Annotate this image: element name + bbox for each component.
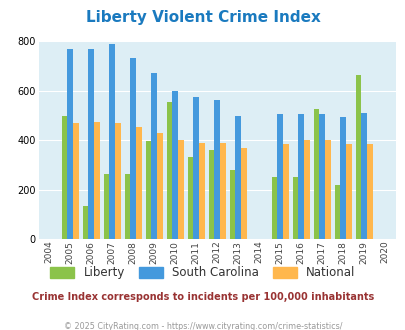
Bar <box>67 49 73 239</box>
Bar <box>235 116 241 239</box>
Bar <box>94 122 99 239</box>
Bar <box>214 100 220 239</box>
Bar <box>130 58 136 239</box>
Bar <box>73 123 79 239</box>
Bar <box>157 133 162 239</box>
Bar <box>151 74 157 239</box>
Bar <box>82 206 88 239</box>
Bar <box>319 114 324 239</box>
Bar <box>177 140 183 239</box>
Bar <box>88 49 94 239</box>
Text: Liberty Violent Crime Index: Liberty Violent Crime Index <box>85 10 320 25</box>
Bar <box>360 113 366 239</box>
Bar <box>324 140 330 239</box>
Bar <box>366 144 372 239</box>
Bar <box>340 117 345 239</box>
Bar <box>109 44 115 239</box>
Legend: Liberty, South Carolina, National: Liberty, South Carolina, National <box>46 262 359 284</box>
Bar <box>193 97 198 239</box>
Text: Crime Index corresponds to incidents per 100,000 inhabitants: Crime Index corresponds to incidents per… <box>32 292 373 302</box>
Bar <box>271 177 277 239</box>
Bar <box>172 91 177 239</box>
Text: © 2025 CityRating.com - https://www.cityrating.com/crime-statistics/: © 2025 CityRating.com - https://www.city… <box>64 322 341 330</box>
Bar <box>62 115 67 239</box>
Bar <box>345 144 351 239</box>
Bar <box>282 144 288 239</box>
Bar <box>220 143 225 239</box>
Bar <box>229 170 235 239</box>
Bar <box>292 177 298 239</box>
Bar <box>103 174 109 239</box>
Bar <box>145 141 151 239</box>
Bar <box>241 148 246 239</box>
Bar <box>124 174 130 239</box>
Bar <box>136 127 141 239</box>
Bar <box>303 140 309 239</box>
Bar <box>115 123 120 239</box>
Bar <box>277 114 282 239</box>
Bar <box>166 102 172 239</box>
Bar <box>187 157 193 239</box>
Bar <box>334 184 340 239</box>
Bar <box>198 143 204 239</box>
Bar <box>355 75 360 239</box>
Bar <box>298 114 303 239</box>
Bar <box>313 109 319 239</box>
Bar <box>208 149 214 239</box>
